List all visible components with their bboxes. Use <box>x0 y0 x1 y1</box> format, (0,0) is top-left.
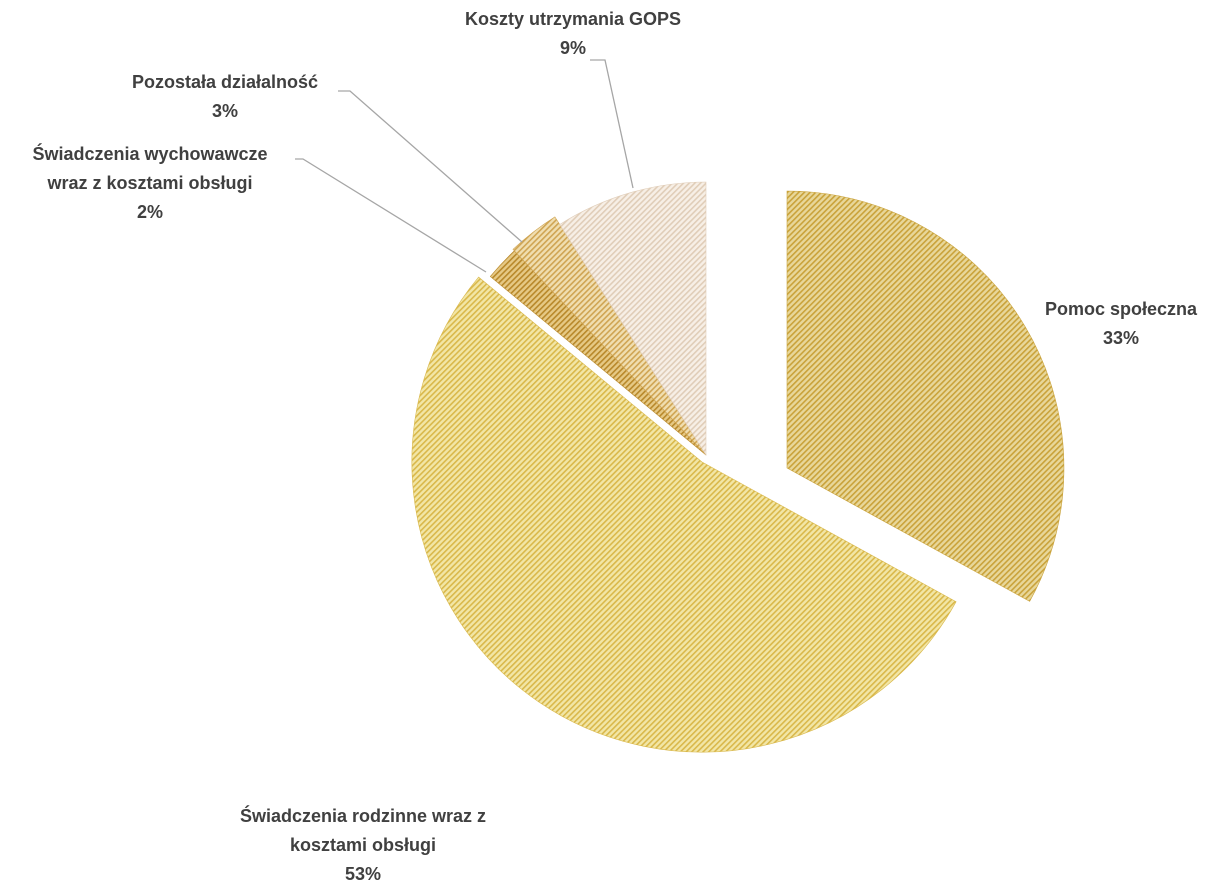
pie-slice <box>559 181 707 457</box>
slice-value-label: 33% <box>1103 328 1139 348</box>
slice-category-label: kosztami obsługi <box>290 835 436 855</box>
slice-category-label: wraz z kosztami obsługi <box>46 173 252 193</box>
slice-category-label: Koszty utrzymania GOPS <box>465 9 681 29</box>
leader-line <box>295 158 487 273</box>
slice-value-label: 3% <box>212 101 238 121</box>
slice-category-label: Świadczenia rodzinne wraz z <box>240 805 486 826</box>
slice-category-label: Pozostała działalność <box>132 72 318 92</box>
leader-line <box>590 59 634 189</box>
slice-value-label: 2% <box>137 202 163 222</box>
pie-slice <box>786 190 1065 602</box>
leader-line <box>338 90 523 243</box>
pie-slice <box>411 276 957 753</box>
slice-category-label: Pomoc społeczna <box>1045 299 1198 319</box>
slice-category-label: Świadczenia wychowawcze <box>32 143 267 164</box>
slice-value-label: 9% <box>560 38 586 58</box>
pie-slice <box>512 216 707 456</box>
slice-value-label: 53% <box>345 864 381 884</box>
